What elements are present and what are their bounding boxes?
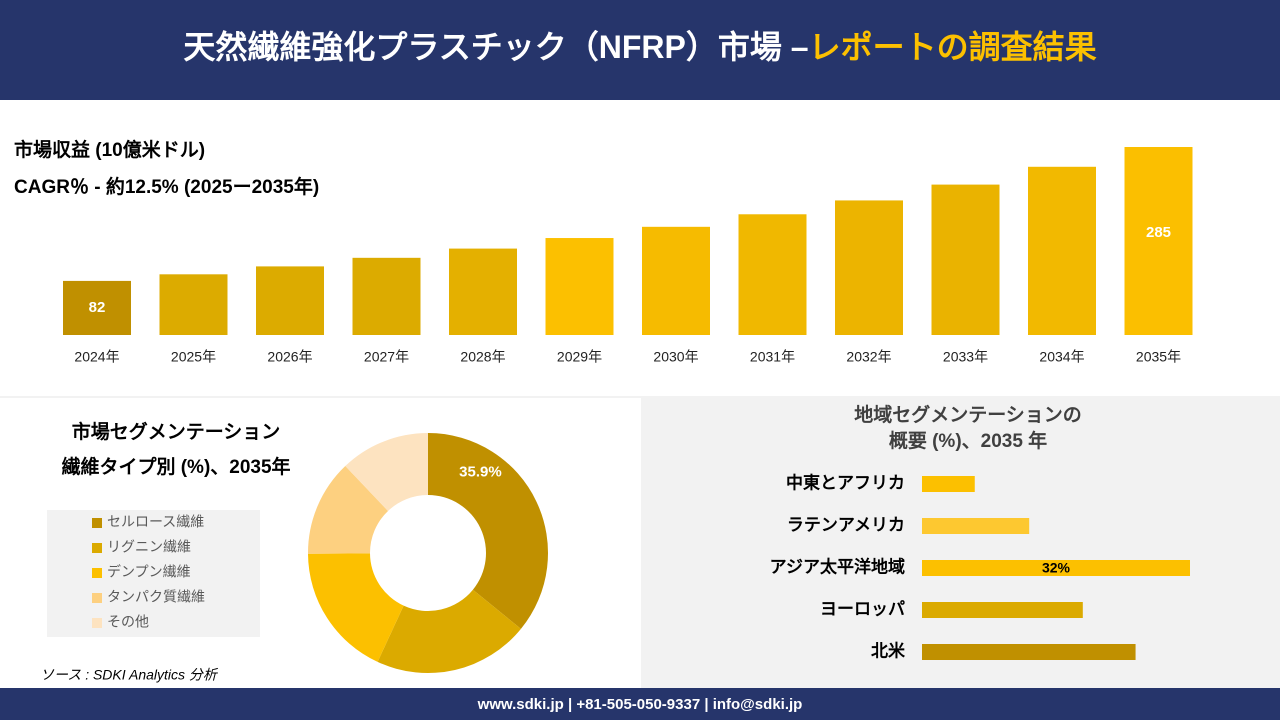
bar	[63, 280, 131, 335]
value-label: 32%	[1042, 560, 1071, 576]
title-highlight: レポートの調査結果	[809, 29, 1097, 65]
x-tick-label: 2033年	[943, 349, 988, 365]
y-tick-label: ラテンアメリカ	[787, 515, 905, 534]
x-tick-label: 2029年	[557, 349, 602, 365]
legend-box	[47, 510, 260, 637]
bar	[922, 518, 1030, 534]
chart-subtitle: CAGR％ - 約12.5% (2025ー2035年)	[14, 175, 319, 198]
chart-title: 繊維タイプ別 (%)、2035年	[61, 455, 290, 478]
donut-segment	[428, 433, 548, 629]
bar	[545, 238, 614, 335]
bar	[642, 226, 710, 335]
legend-label: デンプン繊維	[107, 564, 191, 580]
y-tick-label: 中東とアフリカ	[786, 472, 905, 492]
bar	[159, 274, 228, 335]
donut-segment	[308, 553, 404, 662]
footer-contact: www.sdki.jp | +81-505-050-9337 | info@sd…	[477, 696, 803, 713]
x-tick-label: 2024年	[74, 349, 119, 365]
chart-title: 概要 (%)、2035 年	[889, 429, 1047, 452]
x-tick-label: 2026年	[267, 349, 312, 365]
chart-subtitle: 市場収益 (10億米ドル)	[14, 138, 205, 161]
legend-swatch	[92, 518, 102, 528]
bar	[1124, 147, 1193, 335]
legend-label: タンパク質繊維	[107, 589, 205, 605]
bar	[922, 476, 975, 492]
value-label: 285	[1146, 224, 1171, 241]
legend-label: その他	[107, 614, 149, 630]
x-tick-label: 2028年	[460, 349, 505, 365]
legend-label: リグニン繊維	[107, 539, 191, 555]
y-tick-label: ヨーロッパ	[820, 599, 905, 618]
bar	[835, 200, 903, 335]
bar	[352, 257, 421, 335]
chart-title: 市場セグメンテーション	[72, 420, 281, 443]
bar	[922, 560, 1190, 576]
chart-title: 地域セグメンテーションの	[854, 403, 1082, 426]
header-bar	[0, 0, 1280, 100]
bar	[922, 602, 1083, 618]
donut-segment	[345, 433, 428, 511]
legend-swatch	[92, 618, 102, 628]
bar	[1028, 166, 1096, 335]
legend-swatch	[92, 543, 102, 553]
footer-bar	[0, 688, 1280, 720]
header-title: 天然繊維強化プラスチック（NFRP）市場 –レポートの調査結果	[183, 29, 1096, 65]
y-tick-label: アジア太平洋地域	[770, 556, 905, 576]
x-tick-label: 2027年	[364, 349, 409, 365]
x-tick-label: 2035年	[1136, 349, 1181, 365]
x-tick-label: 2030年	[653, 349, 698, 365]
legend-label: セルロース繊維	[107, 514, 204, 530]
bar	[738, 214, 807, 335]
bar	[922, 644, 1136, 660]
legend-swatch	[92, 593, 102, 603]
x-tick-label: 2032年	[846, 349, 891, 365]
y-tick-label: 北米	[871, 640, 906, 660]
x-tick-label: 2034年	[1039, 349, 1084, 365]
donut-segment	[377, 589, 521, 673]
value-label: 35.9%	[459, 464, 502, 481]
donut-segment	[308, 466, 389, 554]
x-tick-label: 2025年	[171, 349, 216, 365]
region-panel	[641, 398, 1280, 688]
x-tick-label: 2031年	[750, 349, 795, 365]
bar	[256, 266, 324, 335]
legend-swatch	[92, 568, 102, 578]
bar	[449, 248, 517, 335]
bar	[931, 184, 1000, 335]
source: ソース : SDKI Analytics 分析	[40, 667, 219, 683]
title-main: 天然繊維強化プラスチック（NFRP）市場 –	[183, 29, 808, 65]
value-label: 82	[89, 299, 106, 316]
